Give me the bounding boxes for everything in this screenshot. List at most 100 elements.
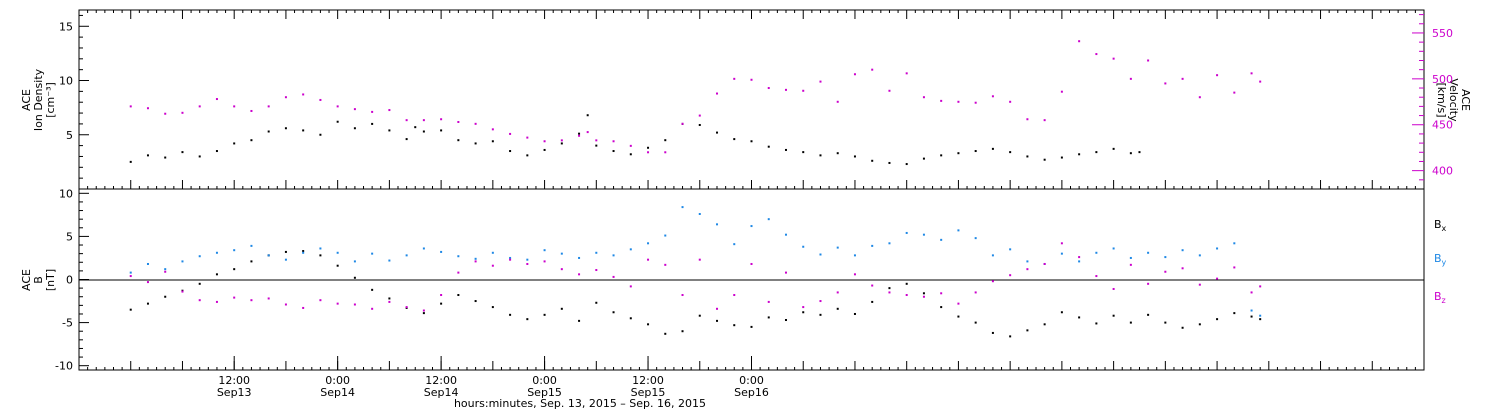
- bx-point: [767, 316, 770, 319]
- velocity-point: [284, 96, 287, 99]
- bz-point: [1043, 262, 1046, 265]
- by-point: [215, 251, 218, 254]
- x-tick-label-date: Sep14: [424, 386, 459, 399]
- bz-point: [922, 295, 925, 298]
- bz-point: [1216, 277, 1219, 280]
- velocity-point: [146, 107, 149, 110]
- bz-point: [974, 291, 977, 294]
- velocity-point: [647, 151, 650, 154]
- bz-point: [543, 260, 546, 263]
- x-tick-label-time: 0:00: [325, 374, 350, 387]
- bx-point: [129, 308, 132, 311]
- velocity-point: [302, 93, 305, 96]
- bx-point: [1164, 321, 1167, 324]
- velocity-point: [836, 100, 839, 103]
- bz-point: [233, 296, 236, 299]
- velocity-point: [1078, 40, 1081, 43]
- velocity-point: [586, 131, 589, 134]
- bx-point: [802, 311, 805, 314]
- velocity-point: [595, 139, 598, 142]
- bz-point: [1259, 285, 1262, 288]
- legend-bz-main: B: [1434, 290, 1442, 303]
- bx-point: [974, 321, 977, 324]
- bz-point: [371, 307, 374, 310]
- bz-point: [1095, 275, 1098, 278]
- bz-point: [336, 302, 339, 305]
- data-layer: [129, 40, 1262, 338]
- bx-point: [905, 282, 908, 285]
- velocity-point: [905, 72, 908, 75]
- bz-point: [1164, 270, 1167, 273]
- by-point: [1095, 251, 1098, 254]
- velocity-point: [250, 109, 253, 112]
- velocity-point: [1181, 77, 1184, 80]
- top-panel-frame: [78, 9, 1425, 190]
- bx-point: [1043, 323, 1046, 326]
- density-point: [957, 152, 960, 155]
- density-point: [716, 131, 719, 134]
- by-point: [991, 254, 994, 257]
- b-axis-label: ACE B [nT]: [20, 269, 57, 291]
- by-point: [440, 250, 443, 253]
- x-tick-label-date: Sep13: [217, 386, 252, 399]
- bz-point: [612, 275, 615, 278]
- density-point: [1129, 152, 1132, 155]
- velocity-point: [233, 105, 236, 108]
- bz-point: [784, 271, 787, 274]
- by-point: [750, 225, 753, 228]
- bz-point: [957, 302, 960, 305]
- x-tick-label-date: Sep15: [631, 386, 666, 399]
- bx-point: [474, 300, 477, 303]
- bz-point: [1129, 263, 1132, 266]
- bz-point: [284, 303, 287, 306]
- by-point: [526, 258, 529, 261]
- density-point: [267, 130, 270, 133]
- density-point: [1060, 156, 1063, 159]
- bz-point: [129, 275, 132, 278]
- velocity-point: [319, 98, 322, 101]
- bz-point: [1026, 268, 1029, 271]
- velocity-point: [957, 100, 960, 103]
- density-point: [526, 154, 529, 157]
- velocity-point: [1250, 72, 1253, 75]
- bx-point: [1181, 326, 1184, 329]
- by-point: [957, 229, 960, 232]
- bz-point: [871, 284, 874, 287]
- bz-point: [716, 307, 719, 310]
- b-tick-label: 0: [66, 274, 73, 287]
- velocity-axis-label-line1: ACE: [1459, 89, 1472, 111]
- density-point: [784, 148, 787, 151]
- bz-point: [526, 262, 529, 265]
- by-point: [871, 244, 874, 247]
- legend-bx: Bx: [1434, 218, 1447, 233]
- bz-point: [198, 299, 201, 302]
- by-point: [612, 254, 615, 257]
- by-point: [1129, 256, 1132, 259]
- density-point: [733, 138, 736, 141]
- bx-point: [612, 311, 615, 314]
- bx-point: [1250, 315, 1253, 318]
- velocity-point: [1060, 90, 1063, 93]
- density-point: [319, 133, 322, 136]
- bz-point: [647, 258, 650, 261]
- bx-point: [319, 254, 322, 257]
- velocity-point: [1147, 59, 1150, 62]
- x-tick-label-date: Sep16: [734, 386, 769, 399]
- velocity-point: [871, 68, 874, 71]
- bz-point: [888, 291, 891, 294]
- bx-point: [888, 287, 891, 290]
- bx-point: [302, 250, 305, 253]
- bx-point: [819, 313, 822, 316]
- bx-point: [1233, 312, 1236, 315]
- density-axis-label-line1: ACE: [20, 89, 33, 111]
- by-point: [353, 260, 356, 263]
- bx-point: [1026, 329, 1029, 332]
- density-point: [595, 144, 598, 147]
- density-point: [371, 122, 374, 125]
- density-point: [853, 155, 856, 158]
- by-point: [905, 231, 908, 234]
- by-point: [664, 234, 667, 237]
- ticks-layer: 12:00Sep130:00Sep1412:00Sep140:00Sep1512…: [55, 10, 1453, 399]
- bz-point: [629, 285, 632, 288]
